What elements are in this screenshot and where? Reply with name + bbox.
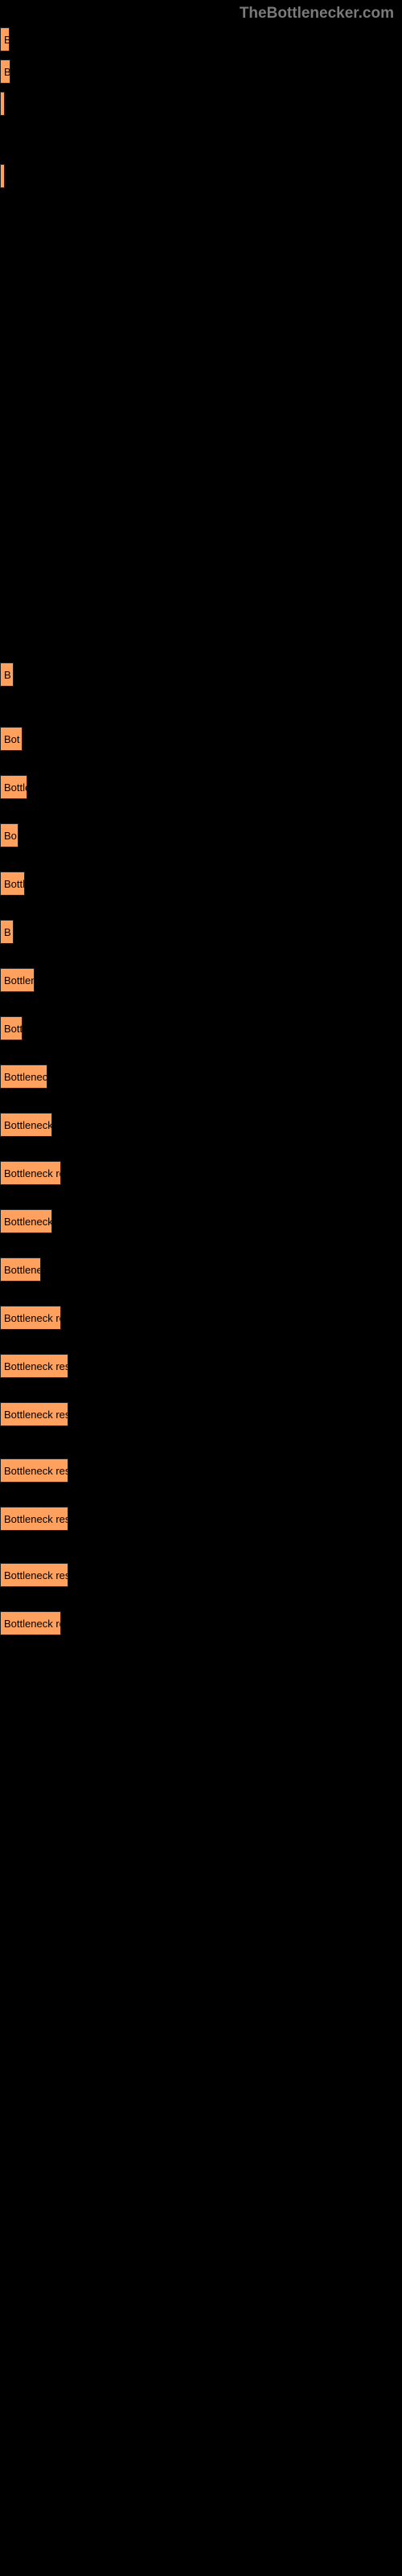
bar-row: Bottleneck resu (0, 1161, 61, 1185)
bar-label: Bot (4, 733, 20, 745)
chart-bar: Bottlene (0, 968, 35, 992)
bar-row: Bottlene (0, 968, 35, 992)
bar-row: B (0, 27, 10, 51)
chart-bar: Bottleneck result (0, 1507, 68, 1531)
bar-row: Bottleneck r (0, 1064, 47, 1089)
bar-row: Bottl (0, 872, 25, 896)
bar-row: Bottleneck resu (0, 1611, 61, 1635)
brand-text: TheBottlenecker.com (240, 5, 394, 22)
bar-label: Bott (4, 1023, 23, 1035)
chart-bar: Bottl (0, 872, 25, 896)
bar-row: Bottleneck re (0, 1209, 52, 1233)
brand-header: TheBottlenecker.com (0, 0, 402, 27)
bar-label: Bottleneck re (4, 1119, 52, 1131)
chart-bar: Bot (0, 727, 23, 751)
bar-row: B (0, 662, 14, 687)
bar-label: Bo (4, 830, 17, 842)
bar-label: Bottlene (4, 974, 35, 987)
chart-bar: Bottleneck result (0, 1354, 68, 1378)
chart-bar: Bottleneck result (0, 1458, 68, 1483)
bar-row: Bott (0, 1016, 23, 1040)
chart-bar: B (0, 920, 14, 944)
bar-row: Bottleneck result (0, 1507, 68, 1531)
chart-bar: B (0, 59, 10, 84)
bar-row: Bottleneck (0, 1257, 41, 1282)
bar-row: Bottleneck re (0, 1113, 52, 1137)
bar-label: Bottl (4, 878, 25, 890)
bar-label: Bottleneck resu (4, 1167, 61, 1179)
chart-bar: Bottleneck resu (0, 1306, 61, 1330)
bar-row: Bottleneck result (0, 1458, 68, 1483)
bar-label: B (4, 926, 11, 938)
bar-row: B (0, 59, 10, 84)
chart-bar: Bottlen (0, 775, 27, 799)
bar-row: Bottleneck result (0, 1354, 68, 1378)
bar-row: Bo (0, 823, 18, 847)
chart-bar: Bottleneck re (0, 1113, 52, 1137)
chart-bar (0, 164, 5, 188)
bar-label: Bottleneck r (4, 1071, 47, 1083)
bar-row: Bottlen (0, 775, 27, 799)
chart-bar: Bottleneck resu (0, 1161, 61, 1185)
bar-label: Bottleneck result (4, 1409, 68, 1421)
chart-bar: Bottleneck result (0, 1563, 68, 1587)
chart-bar: Bottleneck (0, 1257, 41, 1282)
bar-label: B (4, 669, 11, 681)
bar-label: Bottleneck resu (4, 1312, 61, 1324)
bar-label: Bottlen (4, 781, 27, 794)
bar-row: Bot (0, 727, 23, 751)
bar-label: Bottleneck re (4, 1216, 52, 1228)
bar-label: Bottleneck result (4, 1569, 68, 1581)
bar-label: Bottleneck resu (4, 1618, 61, 1630)
bar-row (0, 164, 5, 188)
bar-label: Bottleneck result (4, 1465, 68, 1477)
bar-row (0, 92, 5, 116)
chart-bar: B (0, 662, 14, 687)
bar-label: Bottleneck (4, 1264, 41, 1276)
bar-label: B (4, 34, 10, 46)
chart-bar: Bo (0, 823, 18, 847)
bar-label: B (4, 66, 10, 78)
chart-bar: B (0, 27, 10, 51)
chart-container: B B B Bot Bottlen Bo Bottl B Bottlene Bott Bottlen… (0, 27, 402, 2576)
chart-bar: Bottleneck re (0, 1209, 52, 1233)
bar-row: Bottleneck result (0, 1563, 68, 1587)
chart-bar: Bottleneck resu (0, 1611, 61, 1635)
bar-row: Bottleneck result (0, 1402, 68, 1426)
chart-bar: Bott (0, 1016, 23, 1040)
bar-row: B (0, 920, 14, 944)
chart-bar: Bottleneck r (0, 1064, 47, 1089)
bar-label: Bottleneck result (4, 1513, 68, 1525)
bar-chart: B B B Bot Bottlen Bo Bottl B Bottlene Bott Bottlen… (0, 27, 402, 2576)
bar-row: Bottleneck resu (0, 1306, 61, 1330)
chart-bar (0, 92, 5, 116)
bar-label: Bottleneck result (4, 1360, 68, 1372)
chart-bar: Bottleneck result (0, 1402, 68, 1426)
